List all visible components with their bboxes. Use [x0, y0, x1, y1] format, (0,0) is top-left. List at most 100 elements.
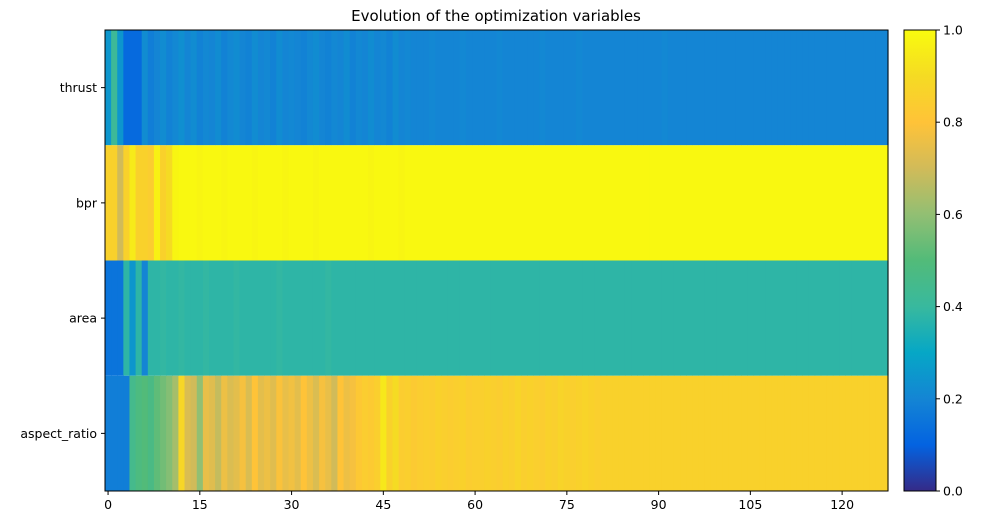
heatmap-cell: [294, 145, 302, 261]
heatmap-cell: [190, 260, 198, 376]
x-tick-label: 90: [651, 497, 667, 512]
heatmap-cell: [826, 30, 834, 146]
heatmap-cell: [441, 260, 449, 376]
heatmap-cell: [459, 145, 467, 261]
heatmap-cell: [655, 260, 663, 376]
heatmap-cell: [820, 375, 828, 491]
heatmap-cell: [117, 375, 124, 491]
heatmap-cell: [698, 260, 706, 376]
heatmap-cell: [533, 260, 540, 376]
heatmap-cell: [410, 30, 418, 146]
heatmap-cell: [264, 260, 271, 376]
heatmap-cell: [447, 375, 455, 491]
heatmap-cell: [233, 30, 241, 146]
heatmap-cell: [306, 30, 314, 146]
heatmap-cell: [802, 30, 810, 146]
heatmap-cell: [814, 30, 822, 146]
heatmap-cell: [667, 145, 675, 261]
heatmap-cell: [490, 30, 498, 146]
heatmap-cell: [496, 375, 504, 491]
heatmap-cell: [270, 260, 277, 376]
heatmap-cell: [465, 260, 473, 376]
heatmap-cell: [747, 145, 755, 261]
heatmap-cell: [527, 375, 534, 491]
colorbar-tick-label: 1.0: [943, 23, 963, 38]
heatmap-cell: [355, 145, 363, 261]
heatmap-cell: [472, 375, 479, 491]
heatmap-cell: [765, 145, 773, 261]
heatmap-cell: [508, 145, 516, 261]
heatmap-cell: [478, 145, 485, 261]
heatmap-cell: [404, 30, 412, 146]
x-tick-label: 60: [467, 497, 483, 512]
heatmap-cell: [514, 260, 522, 376]
heatmap-cell: [349, 30, 357, 146]
heatmap-cell: [312, 145, 320, 261]
heatmap-cell: [319, 375, 326, 491]
heatmap-cell: [569, 375, 577, 491]
heatmap-cell: [306, 145, 314, 261]
heatmap-cell: [166, 30, 173, 146]
heatmap-cell: [582, 145, 589, 261]
heatmap-cell: [716, 30, 724, 146]
heatmap-cell: [349, 375, 357, 491]
chart-title: Evolution of the optimization variables: [351, 7, 641, 25]
heatmap-cell: [673, 30, 681, 146]
heatmap-cell: [741, 145, 748, 261]
y-tick-label: aspect_ratio: [20, 426, 97, 441]
heatmap-cell: [202, 145, 210, 261]
heatmap-cell: [239, 145, 247, 261]
heatmap-cell: [129, 260, 137, 376]
heatmap-cell: [196, 30, 204, 146]
heatmap-cell: [374, 145, 381, 261]
heatmap-cell: [588, 260, 595, 376]
heatmap-cell: [227, 30, 235, 146]
heatmap-cell: [416, 260, 424, 376]
heatmap-cell: [637, 145, 644, 261]
heatmap-cell: [300, 145, 308, 261]
heatmap-cell: [643, 145, 651, 261]
heatmap-cell: [514, 145, 522, 261]
heatmap-cell: [796, 375, 803, 491]
heatmap-cell: [190, 145, 198, 261]
heatmap-cell: [141, 145, 149, 261]
heatmap-cell: [453, 260, 461, 376]
heatmap-cell: [881, 260, 889, 376]
heatmap-cell: [282, 260, 290, 376]
heatmap-cell: [233, 260, 241, 376]
heatmap-cell: [117, 145, 124, 261]
heatmap-cell: [184, 375, 192, 491]
heatmap-cell: [111, 30, 118, 146]
heatmap-cell: [790, 30, 797, 146]
heatmap-cell: [251, 260, 259, 376]
heatmap-cell: [704, 375, 712, 491]
heatmap-cell: [196, 260, 204, 376]
heatmap-cell: [337, 375, 345, 491]
heatmap-cell: [135, 30, 143, 146]
x-tick-label: 105: [738, 497, 762, 512]
heatmap-cell: [380, 145, 387, 261]
heatmap-cell: [582, 30, 589, 146]
heatmap-cell: [374, 260, 381, 376]
heatmap-cell: [184, 260, 192, 376]
heatmap-cell: [502, 375, 510, 491]
heatmap-cell: [869, 145, 877, 261]
heatmap-cell: [520, 30, 528, 146]
heatmap-cell: [832, 375, 840, 491]
heatmap-cell: [288, 145, 296, 261]
heatmap-cell: [618, 145, 626, 261]
heatmap-cell: [514, 30, 522, 146]
heatmap-cell: [306, 375, 314, 491]
heatmap-cell: [692, 145, 699, 261]
heatmap-cell: [288, 375, 296, 491]
heatmap-cell: [875, 260, 883, 376]
heatmap-cell: [527, 260, 534, 376]
heatmap-cell: [588, 30, 595, 146]
heatmap-cell: [465, 30, 473, 146]
heatmap-cell: [508, 30, 516, 146]
heatmap-cell: [361, 145, 369, 261]
heatmap-cell: [508, 260, 516, 376]
heatmap-cell: [282, 30, 290, 146]
heatmap-cell: [300, 260, 308, 376]
heatmap-cell: [404, 375, 412, 491]
